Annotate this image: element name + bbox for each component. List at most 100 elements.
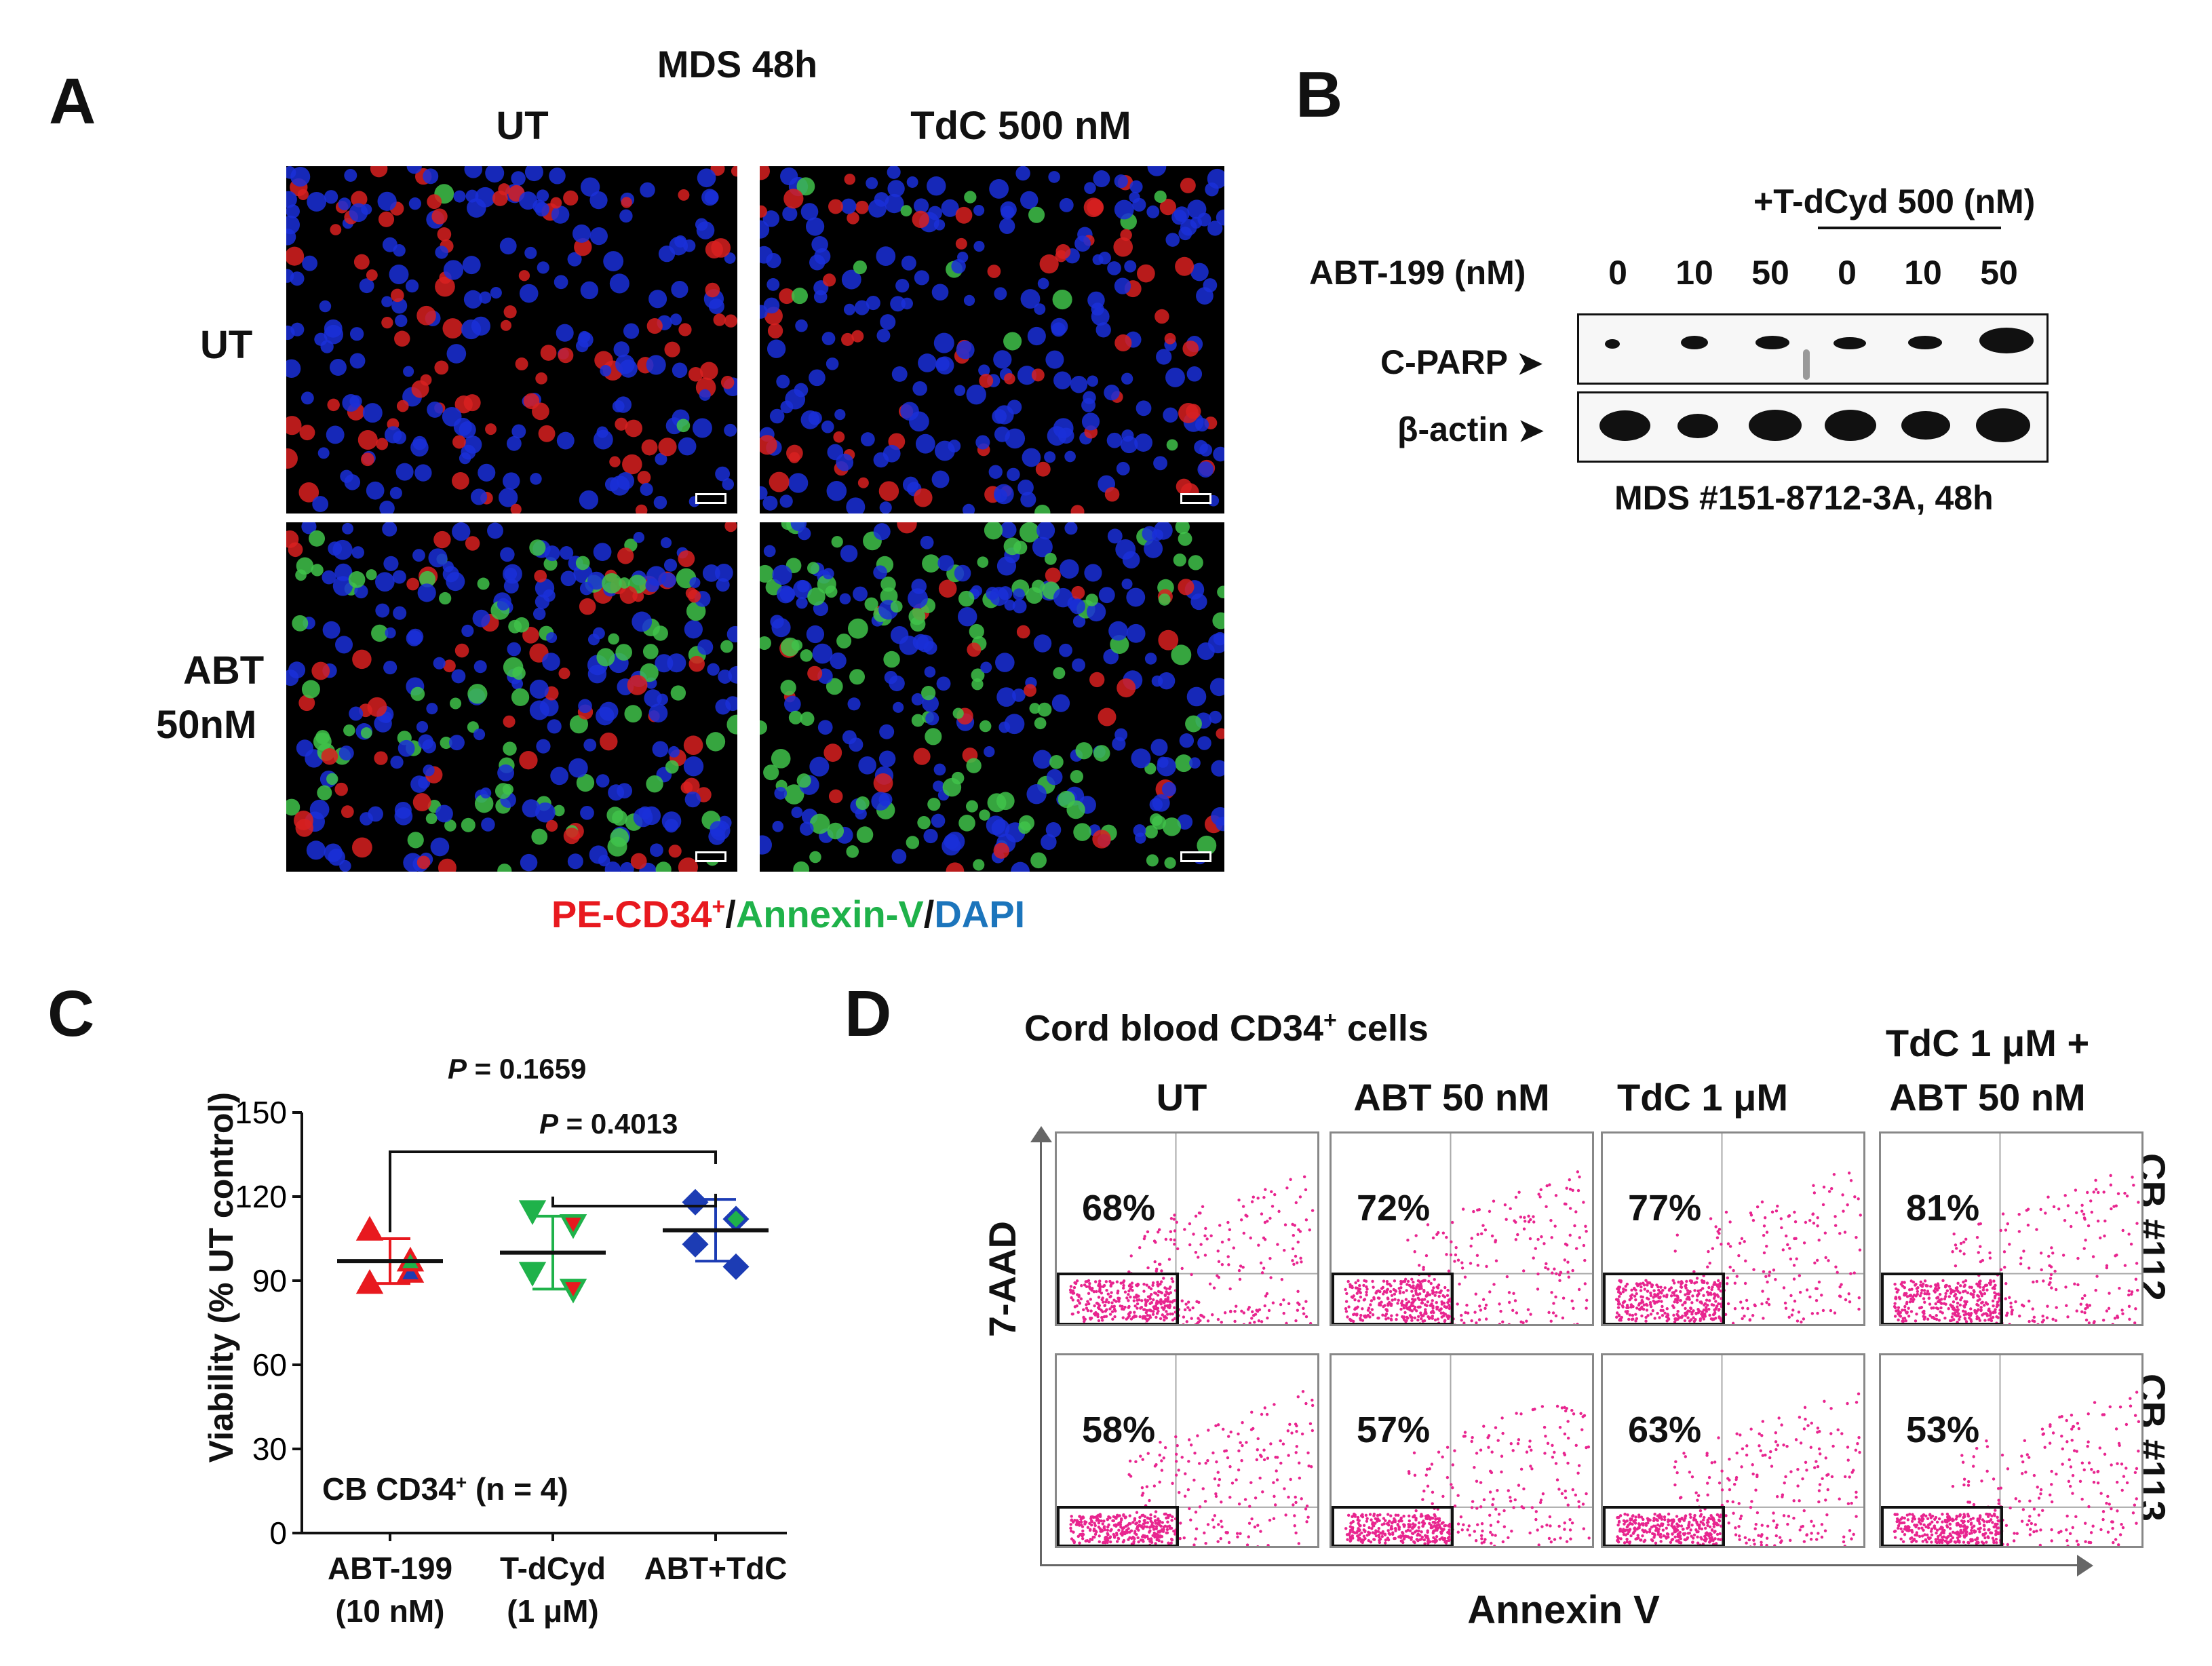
event-dot — [1394, 1529, 1397, 1532]
event-dot — [1682, 1519, 1686, 1522]
event-dot — [1840, 1432, 1844, 1435]
cell-dot — [612, 400, 625, 412]
cell-dot — [530, 473, 542, 485]
cell-dot — [931, 813, 946, 828]
event-dot — [1127, 1290, 1131, 1293]
event-dot — [1812, 1524, 1816, 1528]
cell-dot — [931, 284, 949, 301]
event-dot — [1804, 1220, 1808, 1224]
event-dot — [1507, 1489, 1510, 1492]
event-dot — [1642, 1524, 1645, 1527]
event-dot — [1642, 1517, 1645, 1522]
event-dot — [1901, 1319, 1904, 1323]
event-dot — [1253, 1525, 1257, 1529]
event-dot — [1938, 1293, 1942, 1296]
cell-dot — [696, 221, 715, 239]
event-dot — [1969, 1292, 1973, 1296]
event-dot — [1480, 1541, 1483, 1545]
cell-dot — [321, 748, 338, 765]
event-dot — [1311, 1398, 1314, 1402]
event-dot — [2085, 1303, 2089, 1306]
event-dot — [1834, 1265, 1838, 1268]
event-dot — [1167, 1515, 1170, 1519]
event-dot — [1431, 1502, 1434, 1505]
event-dot — [1241, 1265, 1245, 1269]
x-category: (10 nM) — [335, 1593, 445, 1629]
event-dot — [1242, 1311, 1245, 1315]
event-dot — [1635, 1306, 1639, 1310]
event-dot — [1743, 1281, 1747, 1285]
event-dot — [1412, 1280, 1415, 1284]
event-dot — [1294, 1201, 1298, 1205]
event-dot — [1226, 1220, 1230, 1224]
cell-dot — [958, 606, 977, 627]
event-dot — [1523, 1216, 1526, 1220]
event-dot — [2058, 1325, 2061, 1326]
cell-dot — [836, 633, 852, 648]
event-dot — [1385, 1279, 1389, 1283]
event-dot — [1680, 1282, 1683, 1285]
event-dot — [1145, 1485, 1149, 1488]
cell-dot — [1131, 748, 1151, 769]
event-dot — [1083, 1283, 1087, 1287]
event-dot — [1819, 1452, 1822, 1456]
event-dot — [1674, 1460, 1677, 1464]
event-dot — [1384, 1317, 1388, 1321]
event-dot — [1558, 1425, 1562, 1429]
event-dot — [1907, 1315, 1911, 1318]
cell-dot — [1084, 182, 1096, 194]
event-dot — [1641, 1534, 1644, 1538]
event-dot — [1918, 1294, 1922, 1298]
cell-dot — [998, 721, 1011, 733]
cell-dot — [1158, 593, 1171, 606]
cell-dot — [917, 816, 931, 830]
event-dot — [1685, 1298, 1688, 1301]
cell-dot — [817, 575, 836, 594]
event-dot — [1261, 1490, 1264, 1494]
event-dot — [1072, 1292, 1076, 1295]
event-dot — [1684, 1284, 1687, 1288]
event-dot — [1359, 1524, 1362, 1528]
cell-dot — [286, 416, 302, 435]
cell-dot — [617, 547, 634, 564]
event-dot — [1187, 1438, 1191, 1441]
event-dot — [1852, 1271, 1856, 1275]
event-dot — [1855, 1515, 1858, 1518]
event-dot — [1139, 1454, 1142, 1458]
event-dot — [1922, 1289, 1926, 1292]
event-dot — [1564, 1496, 1568, 1500]
cell-dot — [385, 627, 396, 639]
event-dot — [1731, 1500, 1734, 1504]
event-dot — [1817, 1489, 1821, 1492]
cell-dot — [964, 191, 977, 204]
event-dot — [1165, 1287, 1168, 1290]
event-dot — [1713, 1522, 1717, 1526]
event-dot — [1217, 1484, 1220, 1487]
event-dot — [1154, 1269, 1158, 1273]
event-dot — [1216, 1423, 1220, 1427]
cell-dot — [914, 198, 929, 214]
cell-dot — [461, 444, 476, 460]
event-dot — [1400, 1301, 1403, 1305]
cell-dot — [300, 391, 314, 405]
event-dot — [1544, 1266, 1547, 1269]
event-dot — [1462, 1523, 1465, 1527]
event-dot — [1256, 1197, 1260, 1200]
cell-dot — [327, 398, 340, 412]
cell-dot — [391, 288, 404, 303]
event-dot — [1993, 1291, 1996, 1294]
event-dot — [1125, 1530, 1129, 1534]
event-dot — [1489, 1524, 1493, 1527]
event-dot — [1903, 1304, 1907, 1309]
event-dot — [1266, 1543, 1270, 1546]
event-dot — [1226, 1255, 1230, 1258]
event-dot — [1160, 1459, 1163, 1462]
event-dot — [1274, 1456, 1277, 1459]
event-dot — [1737, 1534, 1741, 1538]
cell-dot — [410, 686, 425, 701]
cell-dot — [941, 199, 959, 217]
event-dot — [2105, 1309, 2109, 1313]
event-dot — [1228, 1228, 1232, 1232]
cell-dot — [858, 756, 876, 775]
cell-dot — [668, 745, 680, 758]
